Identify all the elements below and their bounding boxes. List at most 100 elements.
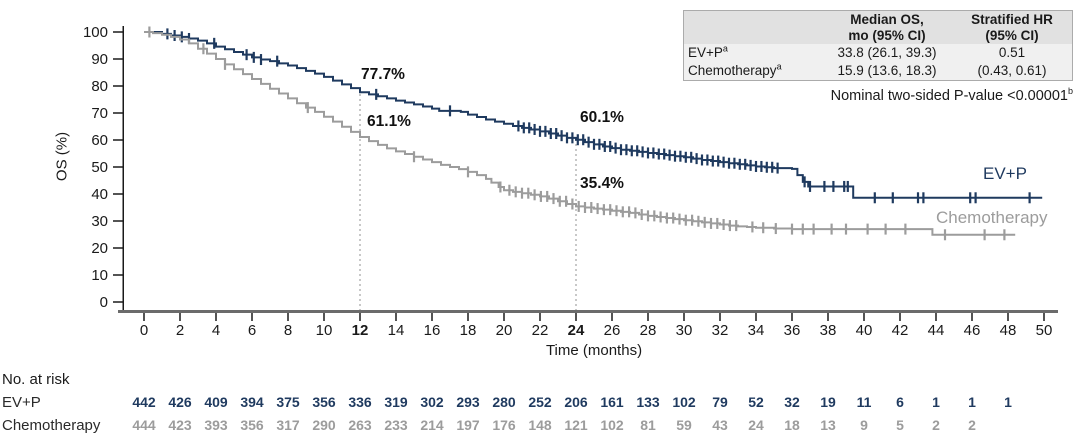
summary-table: Median OS, mo (95% CI) Stratified HR (95… <box>683 10 1073 81</box>
x-tick-label-18: 18 <box>459 322 477 339</box>
summary-label-evp: EV+Pa <box>684 44 822 62</box>
annotation-chemo-12mo-rate: 61.1% <box>367 113 411 130</box>
risk-count-chemo-t12: 263 <box>348 417 372 433</box>
x-tick-label-20: 20 <box>495 322 513 339</box>
risk-count-evp-t42: 6 <box>896 394 904 410</box>
risk-count-evp-t4: 409 <box>204 394 228 410</box>
risk-count-chemo-t30: 59 <box>676 417 692 433</box>
x-tick-label-46: 46 <box>963 322 981 339</box>
y-tick-label-40: 40 <box>91 185 108 203</box>
risk-count-evp-t8: 375 <box>276 394 300 410</box>
risk-count-evp-t16: 302 <box>420 394 444 410</box>
risk-count-evp-t38: 19 <box>820 394 836 410</box>
x-tick-label-6: 6 <box>247 322 257 339</box>
y-tick-label-30: 30 <box>91 212 108 230</box>
x-tick-label-40: 40 <box>855 322 873 339</box>
risk-count-evp-t44: 1 <box>932 394 940 410</box>
risk-count-evp-t2: 426 <box>168 394 192 410</box>
x-tick-label-50: 50 <box>1035 322 1053 339</box>
x-tick-label-42: 42 <box>891 322 909 339</box>
risk-count-chemo-t4: 393 <box>204 417 228 433</box>
risk-count-evp-t24: 206 <box>564 394 588 410</box>
risk-count-evp-t28: 133 <box>636 394 660 410</box>
km-curve-evp <box>144 31 1043 199</box>
risk-count-chemo-t40: 9 <box>860 417 868 433</box>
summary-row-chemotherapy: Chemotherapya 15.9 (13.6, 18.3) (0.43, 0… <box>684 62 1072 80</box>
x-tick-label-8: 8 <box>283 322 293 339</box>
x-tick-label-24: 24 <box>567 322 585 339</box>
x-tick-label-32: 32 <box>711 322 729 339</box>
x-axis-title: Time (months) <box>545 342 643 359</box>
x-tick-label-48: 48 <box>999 322 1017 339</box>
summary-label-evp-text: EV+P <box>688 45 723 60</box>
y-tick-label-60: 60 <box>91 131 108 149</box>
risk-count-chemo-t24: 121 <box>564 417 588 433</box>
x-tick-label-14: 14 <box>387 322 405 339</box>
risk-count-chemo-t14: 233 <box>384 417 408 433</box>
risk-count-chemo-t0: 444 <box>132 417 156 433</box>
y-tick-label-20: 20 <box>91 239 108 257</box>
risk-count-evp-t10: 356 <box>312 394 336 410</box>
risk-count-chemo-t22: 148 <box>528 417 552 433</box>
x-tick-label-2: 2 <box>175 322 185 339</box>
risk-count-chemo-t18: 197 <box>456 417 480 433</box>
annotation-evp-24mo-rate: 60.1% <box>580 109 624 126</box>
risk-count-evp-t26: 161 <box>600 394 624 410</box>
p-value-footnote: b <box>1067 86 1073 97</box>
x-tick-label-26: 26 <box>603 322 621 339</box>
risk-count-chemo-t44: 2 <box>932 417 940 433</box>
risk-count-chemo-t26: 102 <box>600 417 624 433</box>
y-tick-label-0: 0 <box>99 293 108 311</box>
risk-count-chemo-t38: 13 <box>820 417 836 433</box>
x-tick-label-34: 34 <box>747 322 765 339</box>
y-tick-label-50: 50 <box>91 158 108 176</box>
summary-header-median-line1: Median OS, <box>850 12 924 27</box>
summary-header-median-os: Median OS, mo (95% CI) <box>822 12 952 44</box>
risk-count-evp-t34: 52 <box>748 394 764 410</box>
risk-count-evp-t48: 1 <box>1004 394 1012 410</box>
risk-count-chemo-t10: 290 <box>312 417 336 433</box>
risk-count-evp-t0: 442 <box>132 394 156 410</box>
annotation-evp-12mo-rate: 77.7% <box>361 66 405 83</box>
risk-count-evp-t40: 11 <box>856 394 872 410</box>
curve-label-chemotherapy: Chemotherapy <box>936 208 1048 227</box>
risk-count-evp-t36: 32 <box>784 394 800 410</box>
summary-hr-point-estimate: 0.51 <box>998 45 1026 60</box>
x-tick-label-36: 36 <box>783 322 801 339</box>
curve-label-evp: EV+P <box>983 164 1027 183</box>
annotation-chemo-24mo-rate: 35.4% <box>580 175 624 192</box>
x-tick-label-22: 22 <box>531 322 549 339</box>
risk-count-chemo-t6: 356 <box>240 417 264 433</box>
summary-header-hr-line2: (95% CI) <box>985 28 1039 43</box>
summary-label-evp-footnote: a <box>722 43 728 54</box>
risk-count-evp-t6: 394 <box>240 394 264 410</box>
x-tick-label-16: 16 <box>423 322 441 339</box>
risk-count-evp-t22: 252 <box>528 394 552 410</box>
risk-count-evp-t20: 280 <box>492 394 516 410</box>
summary-row-evp: EV+Pa 33.8 (26.1, 39.3) 0.51 <box>684 44 1072 62</box>
risk-count-evp-t30: 102 <box>672 394 696 410</box>
x-tick-label-44: 44 <box>927 322 945 339</box>
x-tick-label-38: 38 <box>819 322 837 339</box>
risk-count-evp-t46: 1 <box>968 394 976 410</box>
risk-table-title: No. at risk <box>2 371 70 388</box>
x-tick-label-0: 0 <box>139 322 149 339</box>
summary-chemo-median-os: 15.9 (13.6, 18.3) <box>837 63 937 78</box>
risk-count-chemo-t16: 214 <box>420 417 444 433</box>
summary-header-hr-line1: Stratified HR <box>971 12 1053 27</box>
x-tick-label-12: 12 <box>351 322 369 339</box>
x-tick-label-10: 10 <box>315 322 333 339</box>
summary-label-chemo-text: Chemotherapy <box>688 63 777 78</box>
summary-label-chemotherapy: Chemotherapya <box>684 62 822 80</box>
summary-evp-median-os: 33.8 (26.1, 39.3) <box>837 45 937 60</box>
summary-table-header-row: Median OS, mo (95% CI) Stratified HR (95… <box>684 11 1072 44</box>
summary-header-empty <box>684 12 822 44</box>
risk-count-chemo-t2: 423 <box>168 417 192 433</box>
risk-count-chemo-t46: 2 <box>968 417 976 433</box>
y-tick-label-10: 10 <box>91 266 108 284</box>
y-tick-label-70: 70 <box>91 104 108 122</box>
risk-count-chemo-t20: 176 <box>492 417 516 433</box>
p-value-note: Nominal two-sided P-value <0.00001b <box>831 86 1073 104</box>
